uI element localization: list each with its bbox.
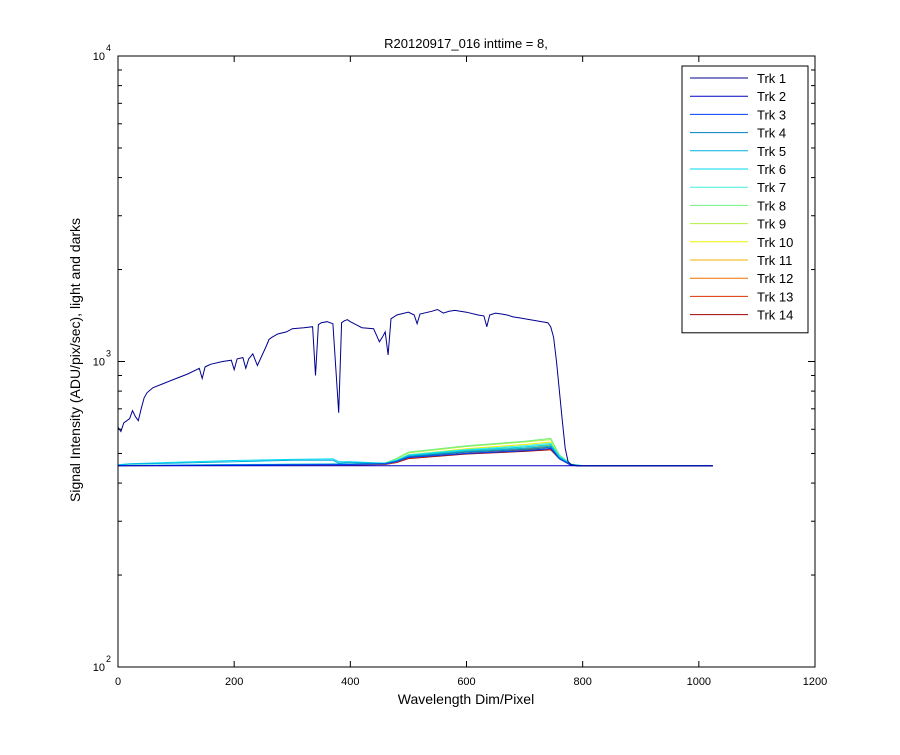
x-axis-label: Wavelength Dim/Pixel [398, 691, 534, 707]
legend-label: Trk 7 [757, 180, 786, 195]
legend-label: Trk 8 [757, 198, 786, 213]
series-line-3 [117, 447, 713, 467]
legend-label: Trk 14 [757, 308, 793, 323]
legend-label: Trk 1 [757, 71, 786, 86]
legend-label: Trk 5 [757, 144, 786, 159]
x-tick-label: 800 [573, 676, 591, 688]
x-tick-label: 1000 [687, 676, 711, 688]
y-tick-label-exponent: 3 [106, 349, 111, 359]
legend-box [681, 65, 809, 334]
legend: Trk 1 Trk 2 Trk 3 Trk 4 Trk 5 Trk 6 Trk 7 Trk 8… [681, 65, 809, 334]
legend-label: Trk 9 [757, 217, 786, 232]
legend-label: Trk 10 [757, 235, 793, 250]
series-line-1 [117, 308, 713, 467]
y-tick-label-base: 10 [93, 357, 105, 369]
series-line-6 [117, 443, 713, 467]
legend-label: Trk 12 [757, 271, 793, 286]
y-tick-label-base: 10 [93, 662, 105, 674]
legend-label: Trk 6 [757, 162, 786, 177]
y-tick-label-exponent: 2 [106, 654, 111, 664]
legend-label: Trk 13 [757, 289, 793, 304]
legend-label: Trk 4 [757, 126, 786, 141]
x-tick-label: 0 [115, 676, 121, 688]
x-tick-label: 400 [341, 676, 359, 688]
x-tick-label: 600 [457, 676, 475, 688]
legend-label: Trk 11 [757, 253, 792, 268]
y-tick-label-base: 10 [93, 51, 105, 63]
legend-label: Trk 3 [757, 107, 786, 122]
y-tick-label-exponent: 4 [106, 43, 111, 53]
chart-title: R20120917_016 inttime = 8, [384, 36, 548, 51]
x-tick-label: 1200 [803, 676, 827, 688]
y-axis-label: Signal Intensity (ADU/pix/sec), light an… [67, 218, 83, 502]
x-tick-label: 200 [225, 676, 243, 688]
plot-area [117, 308, 713, 467]
legend-label: Trk 2 [757, 89, 786, 104]
